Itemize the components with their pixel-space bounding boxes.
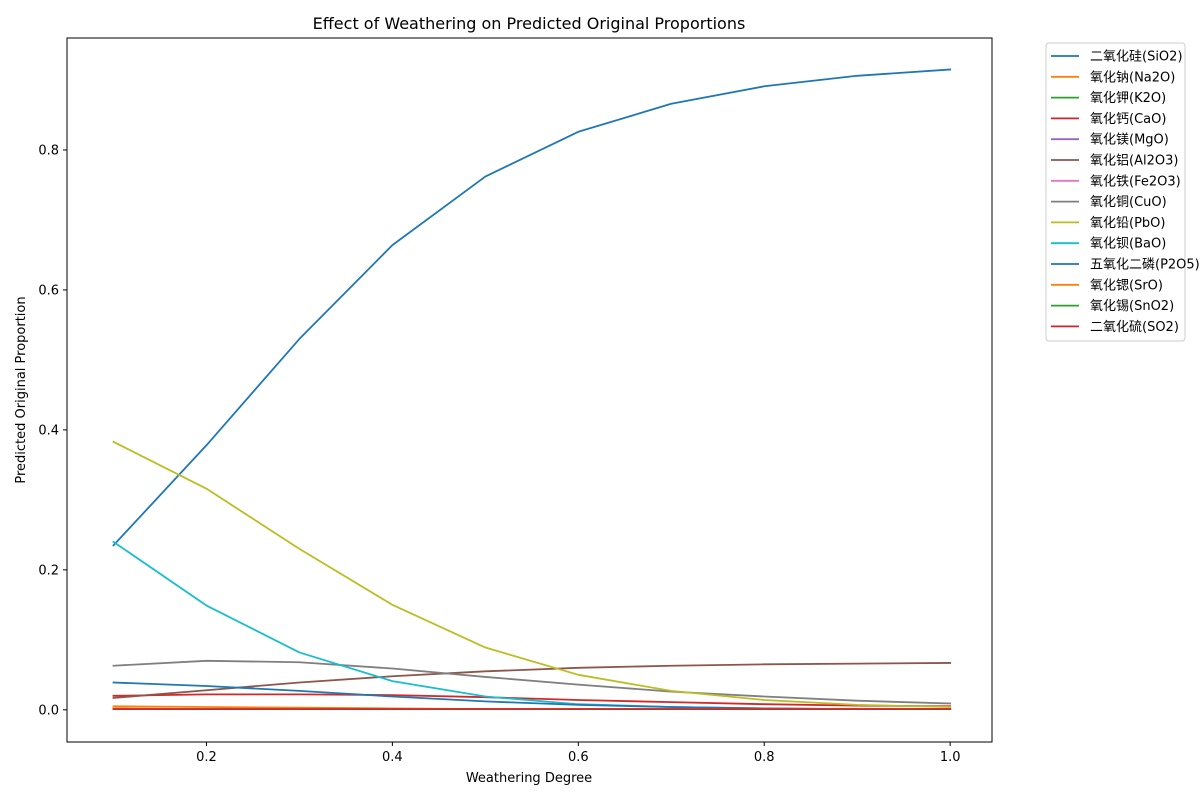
legend-label: 氧化钙(CaO)	[1090, 112, 1166, 127]
x-tick-label: 0.6	[568, 750, 589, 765]
x-axis-label: Weathering Degree	[466, 771, 592, 786]
y-axis-label: Predicted Original Proportion	[14, 296, 29, 483]
legend-items: 二氧化硅(SiO2) 氧化钠(Na2O) 氧化钾(K2O) 氧化钙(CaO) 氧化镁(M…	[1051, 50, 1200, 335]
series-line	[112, 440, 952, 708]
x-tick-label: 0.4	[382, 750, 403, 765]
legend-box	[1045, 42, 1186, 342]
x-tick-label: 0.2	[196, 750, 217, 765]
series-line	[112, 68, 952, 547]
y-tick-label: 0.2	[38, 563, 59, 578]
x-tick-label: 1.0	[940, 750, 961, 765]
legend-label: 氧化铅(PbO)	[1090, 216, 1165, 231]
series-layer	[112, 68, 952, 711]
y-axis: 0.0 0.2 0.4 0.6 0.8	[38, 143, 67, 718]
legend-label: 氧化镁(MgO)	[1090, 133, 1169, 148]
legend-label: 氧化钠(Na2O)	[1090, 70, 1175, 85]
x-tick-label: 0.8	[754, 750, 775, 765]
y-tick-label: 0.0	[38, 703, 59, 718]
chart-title: Effect of Weathering on Predicted Origin…	[313, 14, 746, 33]
legend-label: 二氧化硅(SiO2)	[1090, 50, 1183, 65]
legend-label: 五氧化二磷(P2O5)	[1090, 258, 1200, 273]
series-line	[112, 693, 952, 708]
y-tick-label: 0.4	[38, 423, 59, 438]
legend: 二氧化硅(SiO2) 氧化钠(Na2O) 氧化钾(K2O) 氧化钙(CaO) 氧化镁(M…	[1045, 42, 1200, 342]
legend-label: 氧化铁(Fe2O3)	[1090, 174, 1181, 189]
legend-label: 氧化锡(SnO2)	[1090, 299, 1174, 314]
x-axis: 0.2 0.4 0.6 0.8 1.0	[196, 742, 961, 765]
legend-label: 氧化铝(Al2O3)	[1090, 154, 1178, 169]
series-line	[112, 659, 952, 705]
legend-label: 氧化铜(CuO)	[1090, 195, 1167, 210]
plot-area-frame	[66, 37, 993, 743]
legend-label: 氧化钾(K2O)	[1090, 91, 1166, 106]
series-line	[112, 540, 952, 711]
legend-label: 氧化锶(SrO)	[1090, 278, 1163, 293]
legend-label: 氧化钡(BaO)	[1090, 237, 1166, 252]
legend-label: 二氧化硫(SO2)	[1090, 320, 1179, 335]
series-line	[112, 662, 952, 699]
y-tick-label: 0.8	[38, 143, 59, 158]
y-tick-label: 0.6	[38, 283, 59, 298]
